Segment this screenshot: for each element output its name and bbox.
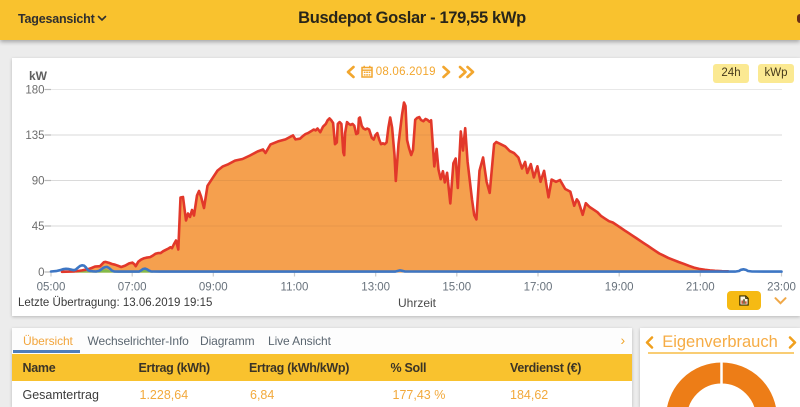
svg-text:15:00: 15:00 (442, 282, 471, 294)
svg-text:11:00: 11:00 (281, 282, 309, 294)
svg-text:09:00: 09:00 (199, 282, 228, 294)
svg-text:17:00: 17:00 (524, 282, 553, 294)
svg-text:90: 90 (32, 176, 45, 188)
svg-text:05:00: 05:00 (37, 282, 66, 294)
svg-text:21:00: 21:00 (686, 282, 715, 294)
svg-text:45: 45 (32, 221, 45, 233)
svg-text:23:00: 23:00 (767, 282, 796, 294)
svg-text:180: 180 (25, 85, 44, 97)
svg-text:kW: kW (29, 69, 48, 83)
svg-text:19:00: 19:00 (605, 282, 634, 294)
svg-text:135: 135 (25, 130, 44, 142)
svg-text:13:00: 13:00 (361, 282, 390, 294)
svg-text:07:00: 07:00 (118, 282, 147, 294)
svg-text:0: 0 (38, 267, 44, 279)
